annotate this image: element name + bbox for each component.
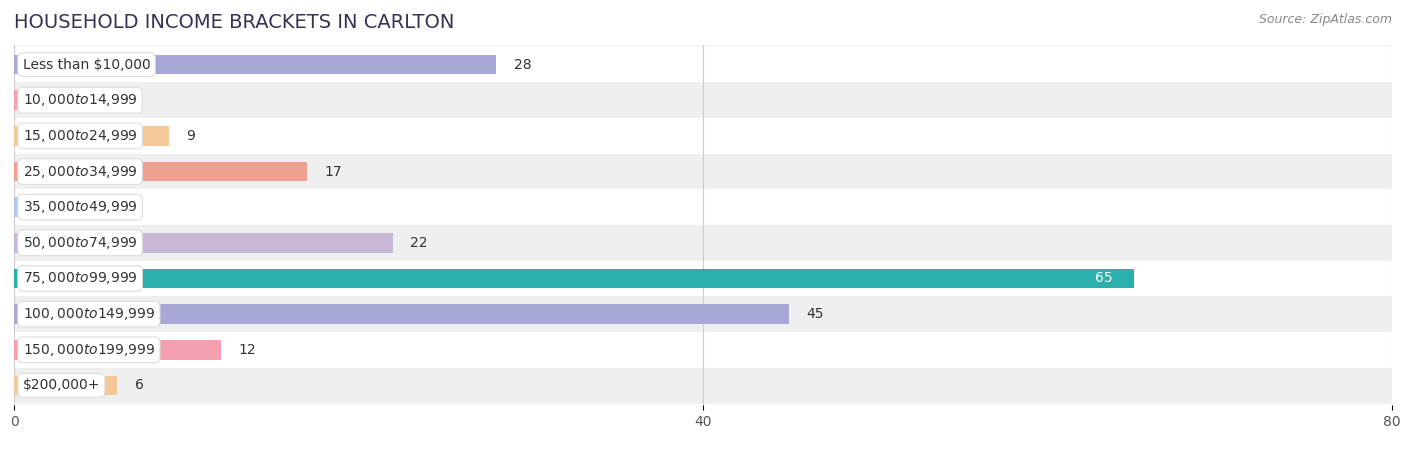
Text: $75,000 to $99,999: $75,000 to $99,999 — [22, 270, 138, 287]
Text: Source: ZipAtlas.com: Source: ZipAtlas.com — [1258, 14, 1392, 27]
Bar — [0, 189, 1406, 225]
Bar — [0, 332, 1406, 368]
Bar — [14, 55, 496, 74]
Bar — [14, 376, 118, 395]
Bar — [14, 126, 169, 146]
Text: $15,000 to $24,999: $15,000 to $24,999 — [22, 128, 138, 144]
Text: 65: 65 — [1095, 271, 1114, 285]
Text: HOUSEHOLD INCOME BRACKETS IN CARLTON: HOUSEHOLD INCOME BRACKETS IN CARLTON — [14, 14, 454, 32]
Text: Less than $10,000: Less than $10,000 — [22, 58, 150, 72]
Text: $35,000 to $49,999: $35,000 to $49,999 — [22, 199, 138, 215]
Bar — [14, 233, 394, 252]
Text: 9: 9 — [186, 129, 195, 143]
Bar — [14, 269, 1133, 288]
Bar — [0, 225, 1406, 261]
Text: $100,000 to $149,999: $100,000 to $149,999 — [22, 306, 155, 322]
Bar — [0, 368, 1406, 403]
Bar — [0, 47, 1406, 82]
Bar — [0, 296, 1406, 332]
Text: 28: 28 — [513, 58, 531, 72]
Bar — [0, 118, 1406, 154]
Text: $200,000+: $200,000+ — [22, 378, 100, 392]
Text: $25,000 to $34,999: $25,000 to $34,999 — [22, 163, 138, 180]
Text: 6: 6 — [135, 378, 143, 392]
Bar — [14, 162, 307, 181]
Bar — [14, 90, 100, 110]
Bar — [14, 304, 789, 324]
Text: 17: 17 — [325, 165, 342, 179]
Bar — [0, 154, 1406, 189]
Text: $150,000 to $199,999: $150,000 to $199,999 — [22, 342, 155, 358]
Text: 12: 12 — [238, 343, 256, 357]
Text: $10,000 to $14,999: $10,000 to $14,999 — [22, 92, 138, 108]
Text: 0: 0 — [118, 200, 127, 214]
Text: $50,000 to $74,999: $50,000 to $74,999 — [22, 235, 138, 251]
Text: 45: 45 — [807, 307, 824, 321]
Text: 22: 22 — [411, 236, 427, 250]
Bar — [14, 340, 221, 360]
Text: 0: 0 — [118, 93, 127, 107]
Bar — [0, 261, 1406, 296]
Bar — [0, 82, 1406, 118]
Bar — [14, 198, 100, 217]
